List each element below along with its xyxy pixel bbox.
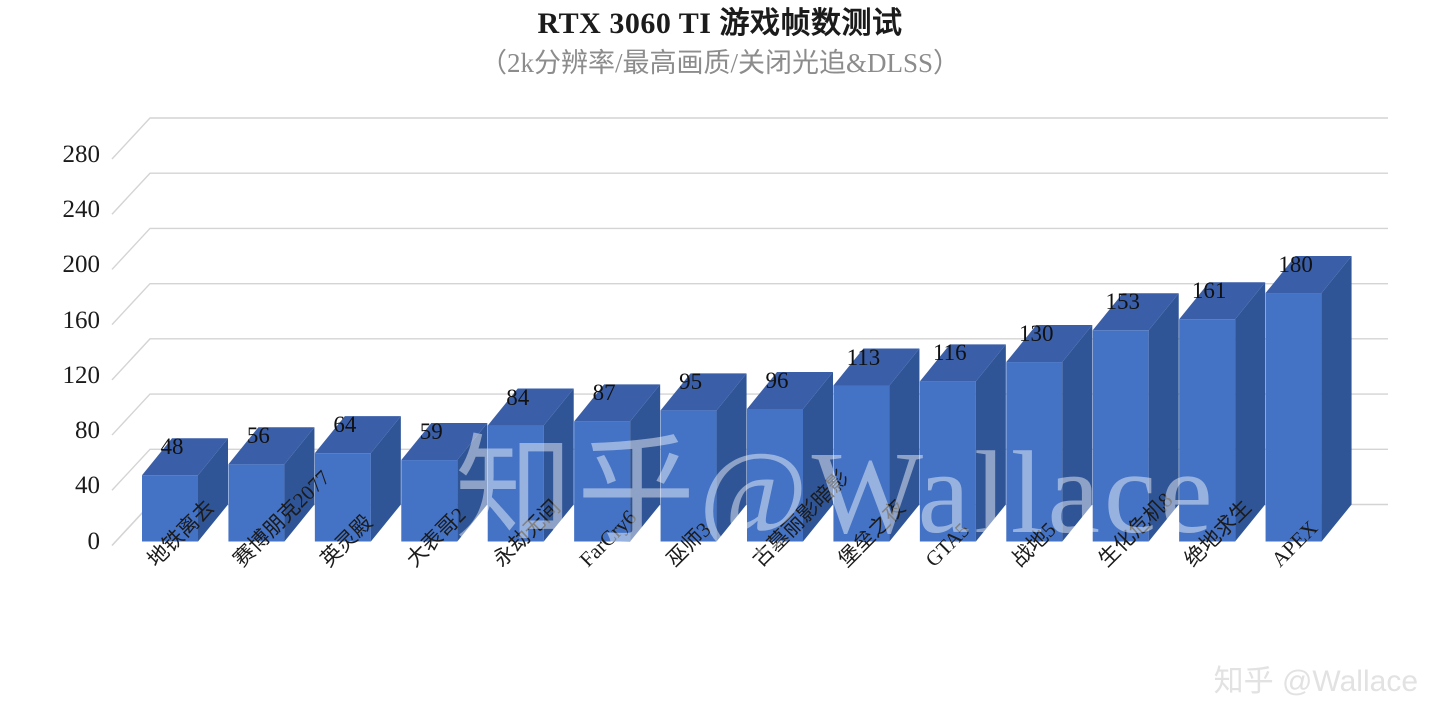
bar-side-face [630, 384, 661, 542]
bar-value-label: 130 [1019, 321, 1054, 347]
y-axis-tick-label: 120 [62, 361, 101, 389]
y-axis-tick-label: 160 [62, 306, 101, 334]
bar-side-face [803, 371, 833, 542]
bar-value-label: 161 [1191, 278, 1227, 304]
bar-value-label: 64 [333, 412, 357, 438]
bar-front-face [747, 408, 803, 542]
bar-top-face [487, 388, 574, 426]
bars-group [142, 256, 1352, 542]
bar-value-label: 113 [846, 344, 881, 370]
bar-top-face [660, 373, 747, 411]
bar[interactable] [919, 344, 1006, 542]
bar-top-face [1179, 282, 1266, 320]
bar[interactable] [660, 373, 747, 542]
gridline [111, 172, 1388, 215]
bar-side-face [543, 388, 574, 542]
bar-top-face [228, 427, 315, 465]
bar[interactable] [228, 427, 315, 542]
bar-front-face [833, 385, 890, 542]
gridline [111, 282, 1388, 326]
bar[interactable] [747, 371, 833, 542]
bar-top-face [1092, 293, 1179, 331]
bar[interactable] [1179, 282, 1266, 542]
bar-value-label: 84 [506, 384, 530, 410]
chart-subtitle: （2k分辨率/最高画质/关闭光追&DLSS） [479, 48, 961, 78]
bar[interactable] [574, 384, 661, 542]
bar-value-label: 59 [419, 419, 443, 445]
bar-front-face [660, 410, 717, 542]
bar-value-label: 153 [1105, 289, 1140, 315]
gridline [111, 117, 1388, 160]
bar[interactable] [833, 348, 920, 542]
bar[interactable] [1265, 256, 1352, 542]
bar-front-face [1092, 330, 1149, 542]
bar-top-face [833, 348, 920, 386]
bar-side-face [457, 423, 488, 542]
bar-front-face [487, 425, 544, 542]
bar-front-face [1006, 362, 1063, 542]
y-axis-tick-label: 0 [87, 527, 101, 555]
bar[interactable] [1092, 293, 1179, 542]
bar[interactable] [142, 438, 228, 542]
y-axis-tick-label: 240 [62, 196, 101, 224]
bar-top-face [401, 423, 488, 461]
bar-front-face [401, 460, 458, 542]
bar-top-face [747, 371, 833, 409]
bar-side-face [370, 416, 401, 542]
bar-top-face [314, 416, 401, 454]
gridlines [111, 117, 1388, 547]
bar-value-label: 180 [1278, 252, 1313, 278]
bar-top-face [919, 344, 1006, 382]
bar-side-face [1148, 293, 1179, 542]
bar[interactable] [1006, 325, 1093, 542]
bar[interactable] [487, 388, 574, 542]
bar-side-face [1235, 282, 1266, 542]
bar-side-face [1062, 325, 1093, 542]
gridline [111, 338, 1388, 381]
bar-side-face [889, 348, 920, 542]
bar-value-label: 95 [679, 369, 703, 395]
bar-value-label: 96 [765, 367, 789, 393]
bar-front-face [574, 421, 631, 542]
bar-front-face [919, 381, 976, 542]
bar-front-face [1179, 319, 1236, 542]
bar-value-label: 87 [592, 380, 616, 406]
bar-side-face [975, 344, 1006, 542]
bar-top-face [142, 438, 228, 476]
y-axis-tick-label: 40 [75, 472, 100, 500]
bar-top-face [1265, 256, 1352, 294]
bar-front-face [228, 464, 285, 542]
bar-value-label: 56 [246, 423, 270, 449]
title-block: RTX 3060 TI 游戏帧数测试 （2k分辨率/最高画质/关闭光追&DLSS… [0, 4, 1440, 82]
y-axis-tick-label: 280 [62, 141, 101, 168]
bar[interactable] [314, 416, 401, 542]
bar[interactable] [401, 423, 488, 542]
chart-title: RTX 3060 TI 游戏帧数测试 [537, 7, 903, 40]
bar-front-face [314, 453, 371, 542]
bar-top-face [574, 384, 661, 422]
bar-front-face [142, 475, 198, 542]
y-axis-tick-label: 200 [62, 251, 101, 279]
bar-side-face [284, 427, 315, 542]
bar-side-face [716, 373, 747, 542]
bar-top-face [1006, 325, 1093, 363]
bar-front-face [1265, 293, 1322, 542]
y-axis-tick-label: 80 [75, 417, 100, 445]
gridline [111, 227, 1388, 270]
bar-side-face [1321, 256, 1352, 542]
bar-value-label: 48 [160, 434, 184, 460]
bar-value-label: 116 [933, 340, 967, 366]
bar-side-face [198, 438, 228, 542]
